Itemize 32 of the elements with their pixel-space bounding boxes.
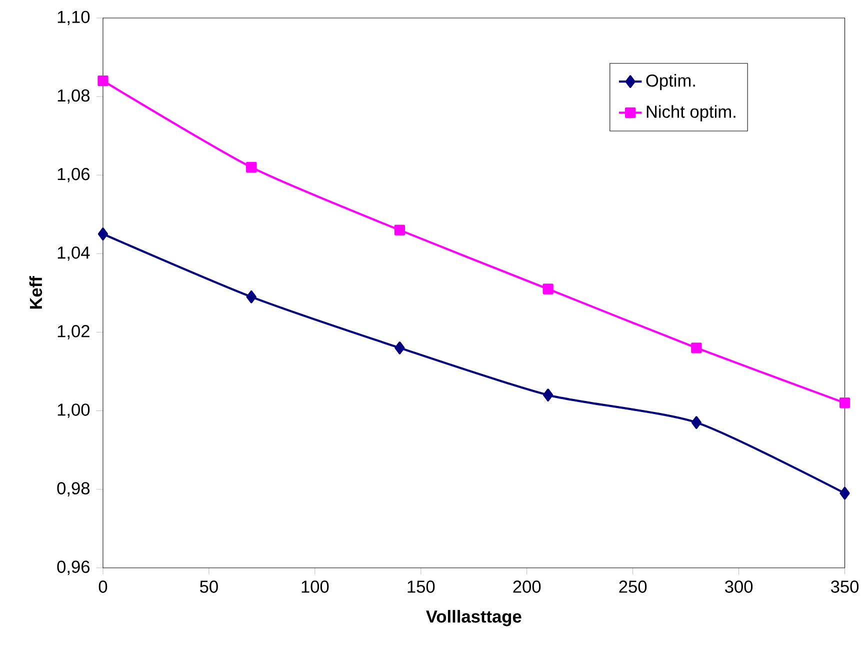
y-axis-title: Keff [29, 276, 42, 309]
x-tick-label: 50 [200, 580, 218, 593]
x-tick-label: 150 [408, 580, 435, 593]
x-tick-label: 250 [619, 580, 647, 593]
point [542, 284, 554, 294]
y-tick-label: 0,98 [57, 482, 90, 497]
x-tick-label: 350 [830, 580, 859, 593]
x-tick-label: 100 [302, 580, 329, 593]
point [246, 290, 256, 304]
point [246, 162, 257, 173]
point [691, 416, 702, 430]
point [839, 398, 850, 408]
point [98, 76, 108, 86]
point [542, 388, 554, 402]
legend-label: Nicht optim. [646, 105, 736, 122]
point [394, 342, 405, 354]
y-tick-label: 1,08 [58, 89, 90, 104]
x-axis-title: Volllasttage [426, 610, 522, 626]
point [394, 224, 406, 236]
x-tick-label: 300 [725, 580, 753, 593]
point [691, 342, 702, 354]
point [98, 228, 108, 240]
point [840, 486, 850, 500]
x-tick-label: 200 [513, 580, 541, 593]
y-tick-label: 1,10 [58, 10, 90, 26]
y-tick-label: 1,02 [58, 325, 90, 340]
x-tick-label: 0 [98, 580, 108, 593]
y-tick-label: 1,04 [58, 246, 90, 261]
y-tick-label: 1,06 [58, 168, 90, 182]
y-tick-label: 1,00 [58, 404, 90, 418]
legend-label: Optim. [646, 74, 695, 90]
y-tick-label: 0,96 [57, 560, 90, 576]
